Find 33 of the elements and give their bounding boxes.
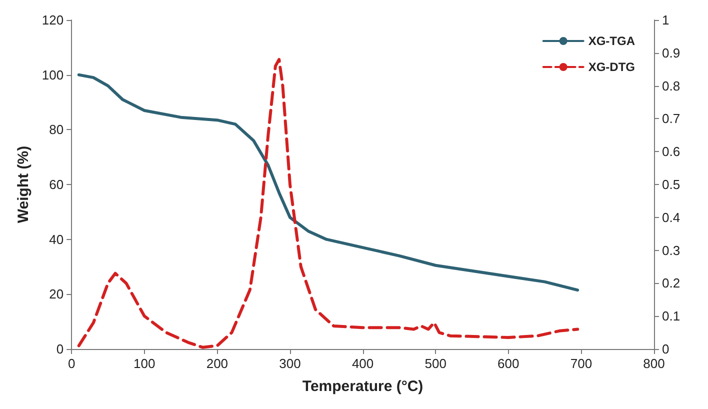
y-tick-label: 100	[42, 67, 64, 82]
x-tick-label: 0	[68, 356, 76, 371]
legend-label: XG-TGA	[588, 34, 636, 48]
x-axis-title: Temperature (°C)	[302, 378, 424, 395]
y2-tick-label: 0.5	[662, 177, 680, 192]
x-tick-label: 100	[134, 356, 156, 371]
x-tick-label: 300	[279, 356, 301, 371]
y2-tick-label: 0	[662, 342, 670, 356]
y2-tick-label: 0.8	[662, 78, 680, 94]
y2-tick-label: 1	[662, 12, 670, 28]
y2-tick-label: 0.4	[662, 210, 680, 225]
x-tick-label: 800	[643, 356, 665, 371]
line-series	[77, 58, 580, 349]
y2-tick-label: 0.6	[662, 144, 680, 160]
y-tick-label: 20	[49, 286, 64, 302]
line-series	[77, 73, 580, 292]
legend-label: XG-DTG	[588, 60, 636, 74]
y-tick-label: 120	[42, 12, 64, 28]
y2-tick-label: 0.2	[662, 276, 680, 291]
y2-tick-label: 0.1	[662, 308, 680, 324]
x-tick-label: 400	[352, 356, 374, 371]
y2-tick-label: 0.9	[662, 45, 680, 60]
x-tick-label: 200	[206, 356, 228, 371]
y2-tick-label: 0.7	[662, 111, 680, 126]
y-tick-label: 80	[49, 122, 64, 138]
y-tick-label: 0	[56, 342, 64, 356]
y-tick-label: 40	[49, 232, 64, 247]
y-axis-title: Weight (%)	[15, 146, 32, 224]
y2-tick-label: 0.3	[662, 242, 680, 258]
x-tick-label: 500	[424, 356, 446, 371]
x-tick-label: 700	[570, 356, 592, 371]
x-tick-label: 600	[498, 356, 520, 371]
y-tick-label: 60	[49, 177, 64, 192]
